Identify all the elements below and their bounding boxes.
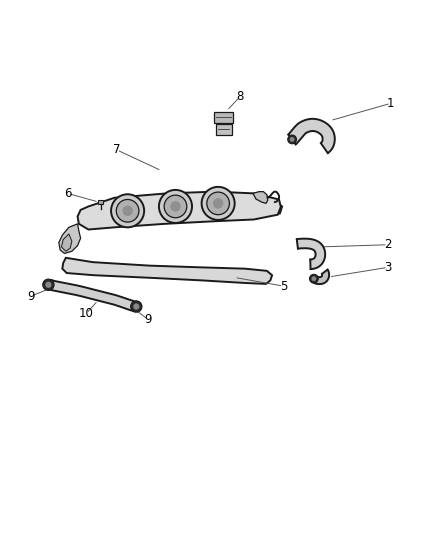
Circle shape (159, 190, 192, 223)
Polygon shape (61, 234, 72, 251)
Text: 9: 9 (27, 289, 35, 303)
Text: 6: 6 (64, 187, 71, 200)
FancyBboxPatch shape (216, 124, 232, 135)
Circle shape (131, 301, 142, 312)
Text: 9: 9 (145, 313, 152, 326)
Circle shape (170, 201, 181, 212)
FancyBboxPatch shape (99, 200, 103, 205)
Polygon shape (82, 195, 282, 228)
Circle shape (310, 274, 318, 283)
Polygon shape (62, 258, 272, 284)
Circle shape (164, 195, 187, 218)
Circle shape (122, 206, 133, 216)
Circle shape (290, 137, 294, 142)
Circle shape (45, 281, 52, 288)
Circle shape (311, 276, 316, 281)
Circle shape (288, 135, 297, 144)
FancyBboxPatch shape (214, 111, 233, 123)
Circle shape (133, 303, 139, 310)
Circle shape (201, 187, 235, 220)
Text: 10: 10 (79, 307, 94, 320)
Circle shape (111, 194, 144, 228)
Circle shape (207, 192, 230, 215)
Polygon shape (78, 192, 281, 230)
Text: 8: 8 (236, 90, 244, 103)
Text: 5: 5 (280, 280, 287, 293)
Polygon shape (253, 192, 268, 204)
Circle shape (116, 199, 139, 222)
Polygon shape (311, 270, 329, 284)
Polygon shape (297, 239, 325, 269)
Text: 2: 2 (384, 238, 392, 251)
Polygon shape (49, 280, 136, 311)
Circle shape (43, 279, 54, 290)
Circle shape (213, 198, 223, 208)
Polygon shape (59, 224, 81, 254)
Text: 1: 1 (387, 97, 395, 110)
Text: 7: 7 (113, 143, 120, 156)
Text: 3: 3 (384, 261, 392, 274)
Polygon shape (288, 119, 335, 153)
